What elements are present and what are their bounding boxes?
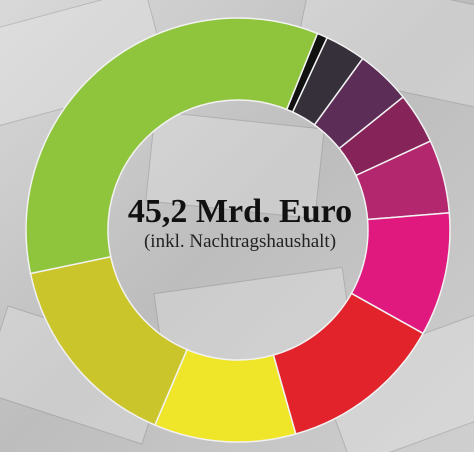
- donut: [25, 17, 451, 443]
- center-subtitle: (inkl. Nachtragshaushalt): [144, 231, 336, 252]
- center-title: 45,2 Mrd. Euro: [128, 193, 352, 230]
- donut-segment: [25, 17, 319, 275]
